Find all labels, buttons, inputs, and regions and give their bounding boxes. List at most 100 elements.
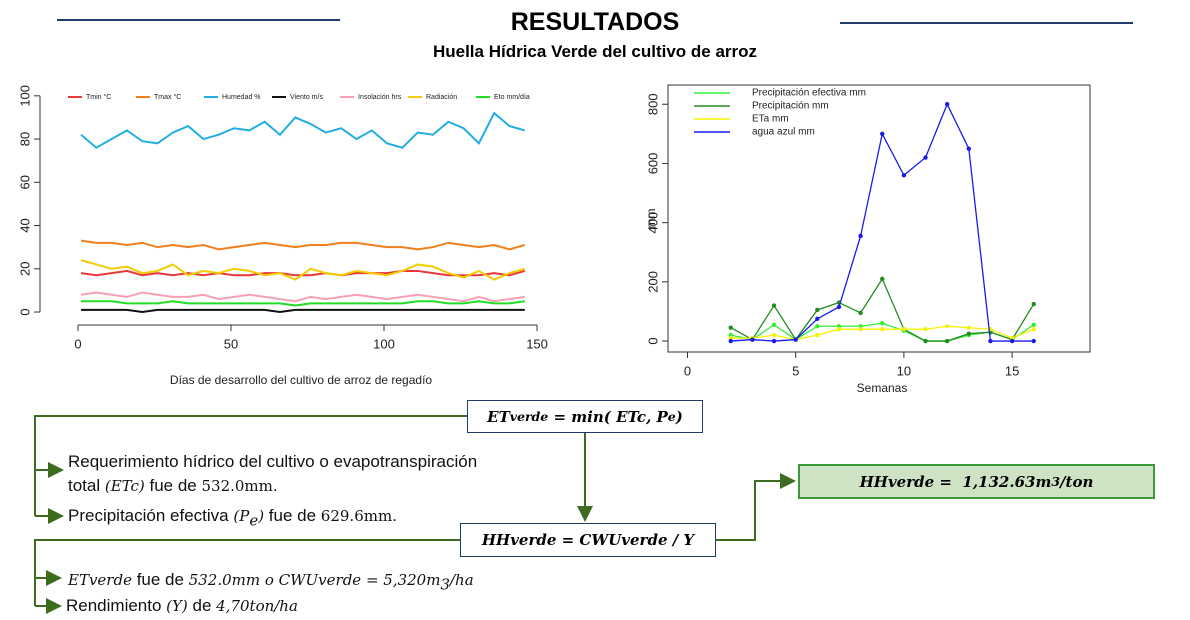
- point: [858, 233, 863, 239]
- x-axis-label: Días de desarrollo del cultivo de arroz …: [170, 373, 432, 387]
- x-tick-label: 0: [74, 336, 81, 351]
- point: [771, 338, 777, 344]
- formula-part: verde: [509, 409, 549, 424]
- point: [966, 146, 972, 151]
- title: RESULTADOS: [510, 8, 680, 36]
- point: [836, 304, 842, 310]
- point: [880, 327, 885, 332]
- formula-part: HHverde = 1,132.63m: [859, 472, 1052, 491]
- series-line: [80, 111, 526, 149]
- note-text: (Y): [166, 597, 188, 615]
- legend-label: Tmin °C: [86, 93, 111, 101]
- result-box: HHverde = 1,132.63m 3/ton: [798, 464, 1155, 499]
- note-text: fue de: [144, 476, 202, 495]
- point: [793, 337, 798, 342]
- point: [815, 332, 820, 338]
- legend-label: Humedad %: [222, 94, 261, 101]
- y-tick-label: 20: [17, 262, 32, 276]
- y-tick-label: 80: [17, 132, 32, 146]
- x-tick-label: 100: [373, 336, 395, 351]
- y-tick-label: 60: [17, 175, 32, 189]
- note-text: Precipitación efectiva: [68, 506, 234, 525]
- note-text: .: [392, 506, 397, 525]
- series-line: [80, 291, 525, 303]
- note-text: 629.6mm: [320, 507, 393, 525]
- formula-part: ): [675, 407, 683, 426]
- legend-label: Tmax °C: [154, 93, 181, 101]
- note-text: (P: [233, 507, 250, 525]
- x-tick-label: 50: [224, 336, 238, 351]
- formula-part: ET: [487, 407, 510, 426]
- note-text: .: [272, 476, 278, 495]
- note-text: /ha: [450, 571, 474, 589]
- note: Precipitación efectiva (Pe) fue de 629.6…: [68, 504, 397, 532]
- point: [728, 325, 733, 330]
- note-text: ETverde: [68, 571, 132, 589]
- note-text: 4,70ton/ha: [216, 597, 298, 615]
- series-line: [730, 277, 1035, 342]
- point: [728, 338, 733, 344]
- subtitle: Huella Hídrica Verde del cultivo de arro…: [432, 42, 758, 61]
- point: [771, 332, 777, 338]
- point: [858, 327, 863, 332]
- plot-frame: [667, 84, 1091, 353]
- note-text: Rendimiento: [66, 596, 167, 615]
- point: [750, 337, 755, 342]
- series-line: [80, 259, 526, 281]
- legend-label: Precipitación efectiva mm: [752, 88, 866, 99]
- note-text: ): [258, 507, 265, 525]
- point: [836, 327, 842, 332]
- note-text: fue de: [131, 570, 189, 589]
- point: [858, 310, 863, 316]
- formula-part: e: [667, 409, 676, 424]
- x-tick-label: 15: [1005, 363, 1019, 378]
- point: [966, 325, 972, 330]
- formula-part: 3: [1051, 474, 1061, 489]
- point: [815, 307, 820, 313]
- point: [771, 303, 777, 308]
- y-tick-label: 0: [645, 337, 660, 344]
- point: [944, 338, 950, 344]
- point: [1031, 322, 1036, 327]
- note-text: 532.0mm o CWUverde = 5,320m: [188, 571, 441, 589]
- note-text: total: [68, 476, 105, 495]
- formula-part: ETc, P: [616, 407, 668, 426]
- point: [923, 155, 928, 160]
- y-tick-label: 200: [645, 271, 660, 293]
- formula-box: HHverde = CWUverde / Y: [460, 523, 716, 557]
- legend-label: Insolación hrs: [358, 94, 402, 101]
- y-tick-label: 400: [645, 212, 660, 234]
- legend-label: Radiación: [426, 94, 457, 101]
- note: Rendimiento (Y) de 4,70ton/ha: [66, 594, 298, 618]
- note-text: 3: [440, 575, 450, 594]
- legend-label: ETa mm: [752, 114, 789, 125]
- series-line: [80, 239, 526, 251]
- y-tick-label: 100: [17, 85, 32, 107]
- point: [923, 327, 928, 332]
- legend-label: Viento m/s: [290, 94, 323, 101]
- note-text: fue de: [264, 506, 321, 525]
- point: [923, 338, 928, 344]
- point: [880, 321, 885, 326]
- arrows: [34, 415, 796, 614]
- point: [815, 324, 820, 329]
- series-line: [81, 300, 525, 307]
- note-text: Requerimiento hídrico del cultivo o evap…: [68, 452, 478, 471]
- point: [1031, 338, 1036, 344]
- legend-label: Precipitación mm: [752, 101, 829, 112]
- point: [771, 322, 777, 327]
- point: [901, 173, 907, 178]
- y-tick-label: 40: [17, 218, 32, 232]
- point: [988, 338, 993, 344]
- point: [944, 324, 950, 329]
- legend-label: agua azul mm: [752, 127, 815, 138]
- x-tick-label: 150: [526, 336, 548, 351]
- point: [880, 276, 885, 282]
- formula-part: = min(: [548, 407, 617, 426]
- formula-part: /ton: [1060, 472, 1094, 491]
- point: [966, 331, 972, 336]
- x-tick-label: 10: [897, 363, 911, 378]
- series-line: [81, 308, 525, 314]
